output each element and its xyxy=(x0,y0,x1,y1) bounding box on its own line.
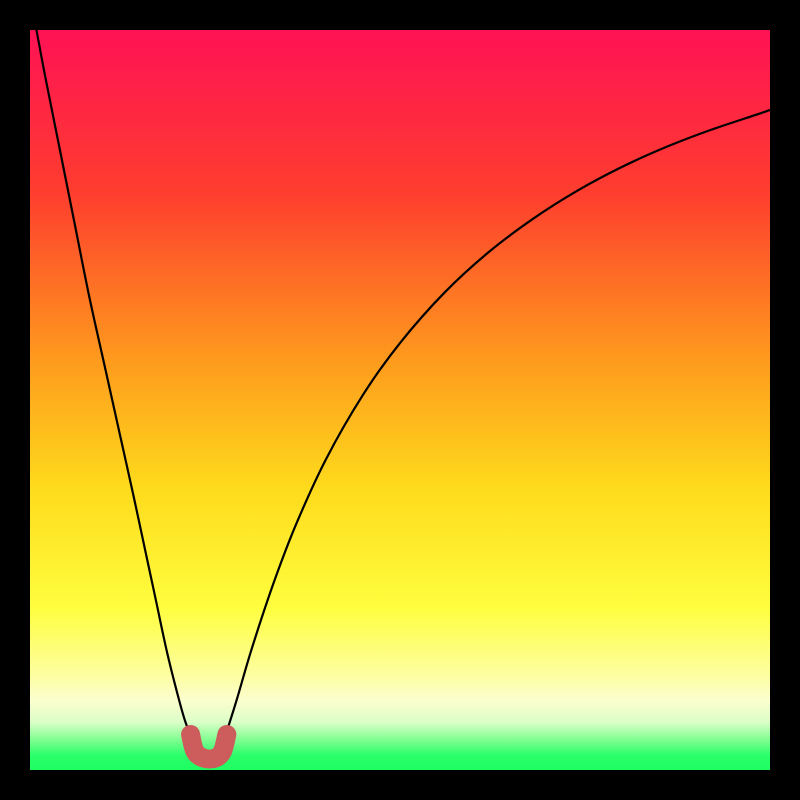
gradient-background xyxy=(30,30,770,770)
watermark-text: TheBottleneck.com xyxy=(600,4,788,30)
chart-container: TheBottleneck.com xyxy=(0,0,800,800)
plot-area xyxy=(30,30,770,770)
bottleneck-curve-chart xyxy=(30,30,770,770)
